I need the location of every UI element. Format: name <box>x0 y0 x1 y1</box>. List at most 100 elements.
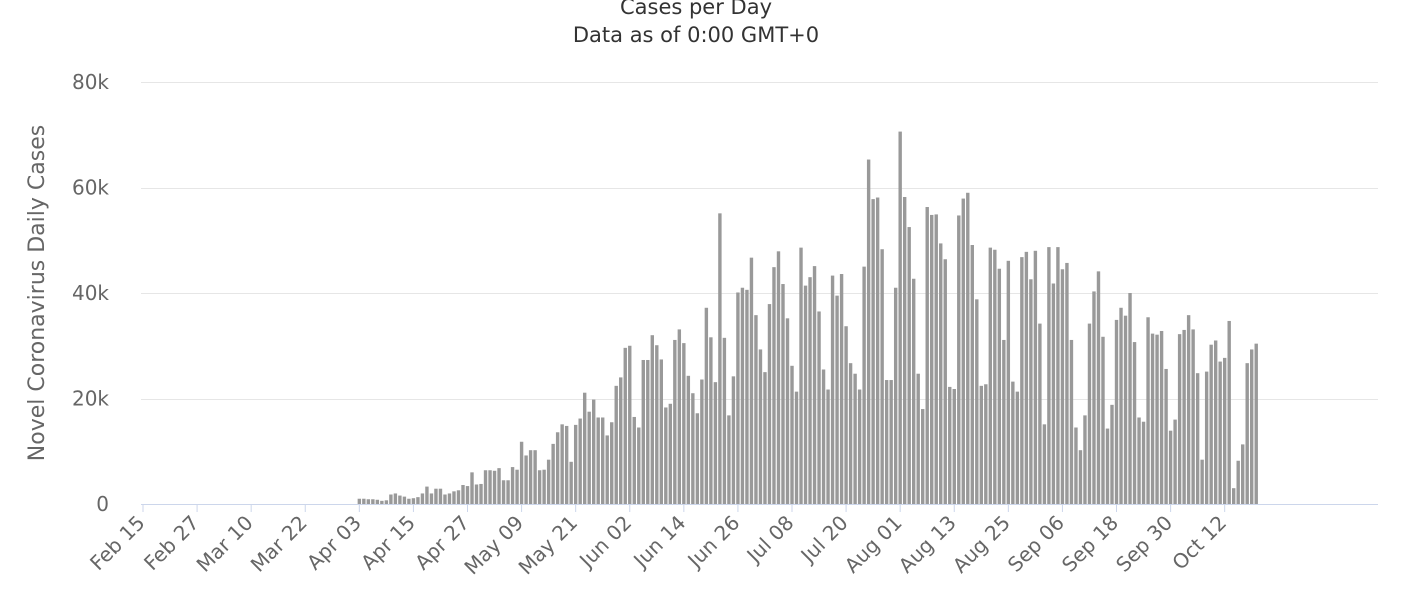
bar <box>984 384 988 504</box>
bar <box>785 318 790 504</box>
bar <box>790 365 794 504</box>
bar <box>452 491 456 504</box>
bar-series <box>357 131 1258 505</box>
bar <box>709 337 713 504</box>
bar <box>402 496 407 504</box>
bar <box>952 389 956 504</box>
bar <box>826 389 830 504</box>
bar <box>1195 373 1200 504</box>
bar <box>641 359 645 504</box>
bar <box>528 450 533 504</box>
bar <box>1245 363 1249 504</box>
bar <box>1236 460 1240 504</box>
bar <box>731 376 736 504</box>
bar <box>948 386 952 504</box>
bar <box>592 399 596 504</box>
y-axis-label: Novel Coronavirus Daily Cases <box>25 125 50 461</box>
bar <box>447 493 452 504</box>
x-tick-label: May 21 <box>514 511 583 580</box>
bar <box>438 488 443 504</box>
bar <box>375 499 380 504</box>
bar <box>889 380 893 504</box>
bar <box>601 417 605 504</box>
bar <box>875 197 880 504</box>
bar <box>623 347 627 504</box>
bar <box>564 425 569 504</box>
bar <box>1200 459 1204 504</box>
bar <box>1191 329 1195 504</box>
bar <box>817 311 821 504</box>
bar <box>1150 333 1155 504</box>
x-tick-label: Apr 03 <box>302 511 366 575</box>
bar <box>740 287 745 504</box>
bar <box>1002 339 1006 504</box>
bar <box>610 422 614 504</box>
bar <box>524 455 528 504</box>
bar <box>1254 343 1258 504</box>
bar <box>1173 419 1177 504</box>
bar <box>1123 315 1128 504</box>
bar <box>1164 368 1168 504</box>
bar <box>1051 283 1056 504</box>
bar <box>898 131 902 504</box>
bar <box>975 299 979 504</box>
bar <box>1110 404 1114 504</box>
y-tick-label: 40k <box>72 281 109 305</box>
bar <box>1011 381 1015 504</box>
bar <box>416 497 420 504</box>
bar <box>429 493 434 504</box>
bar <box>993 249 997 504</box>
bar <box>560 424 564 504</box>
bar <box>682 343 686 504</box>
bar <box>434 488 438 504</box>
bar <box>1096 271 1101 504</box>
bar <box>677 329 682 504</box>
bar <box>1114 319 1119 504</box>
bar <box>501 480 506 504</box>
bar <box>1222 357 1227 504</box>
bar <box>596 417 600 504</box>
bar <box>1241 444 1245 504</box>
bar <box>380 500 384 504</box>
bar <box>398 495 402 504</box>
bar <box>862 266 866 505</box>
bar <box>704 307 709 504</box>
bar <box>1227 320 1231 504</box>
bar <box>1015 391 1020 504</box>
bar <box>673 339 677 504</box>
bar <box>1128 293 1132 504</box>
bar <box>1024 251 1029 504</box>
bar <box>1213 340 1218 504</box>
bar <box>537 470 542 504</box>
bar <box>691 393 695 504</box>
bar <box>1065 262 1069 504</box>
bar <box>357 498 362 504</box>
bar <box>582 392 587 504</box>
x-tick-label: Feb 27 <box>139 511 204 576</box>
bar <box>803 285 808 504</box>
bar <box>664 407 668 504</box>
bar <box>479 483 483 504</box>
bar <box>884 380 889 504</box>
bar <box>1204 371 1209 504</box>
bar <box>943 259 947 504</box>
bar <box>925 207 929 504</box>
bar <box>569 461 573 504</box>
bar <box>659 359 663 504</box>
bar <box>736 292 740 504</box>
bar <box>979 385 983 504</box>
bar <box>366 499 371 504</box>
bar <box>902 197 907 504</box>
bar <box>1250 349 1254 504</box>
bar <box>1047 247 1051 505</box>
bar <box>966 192 970 504</box>
bar <box>515 469 519 504</box>
bar <box>912 278 916 504</box>
bar <box>1182 329 1186 504</box>
bar <box>930 214 934 504</box>
bar <box>371 499 375 504</box>
bar <box>407 498 411 504</box>
bar <box>619 377 623 504</box>
bar <box>957 215 961 504</box>
